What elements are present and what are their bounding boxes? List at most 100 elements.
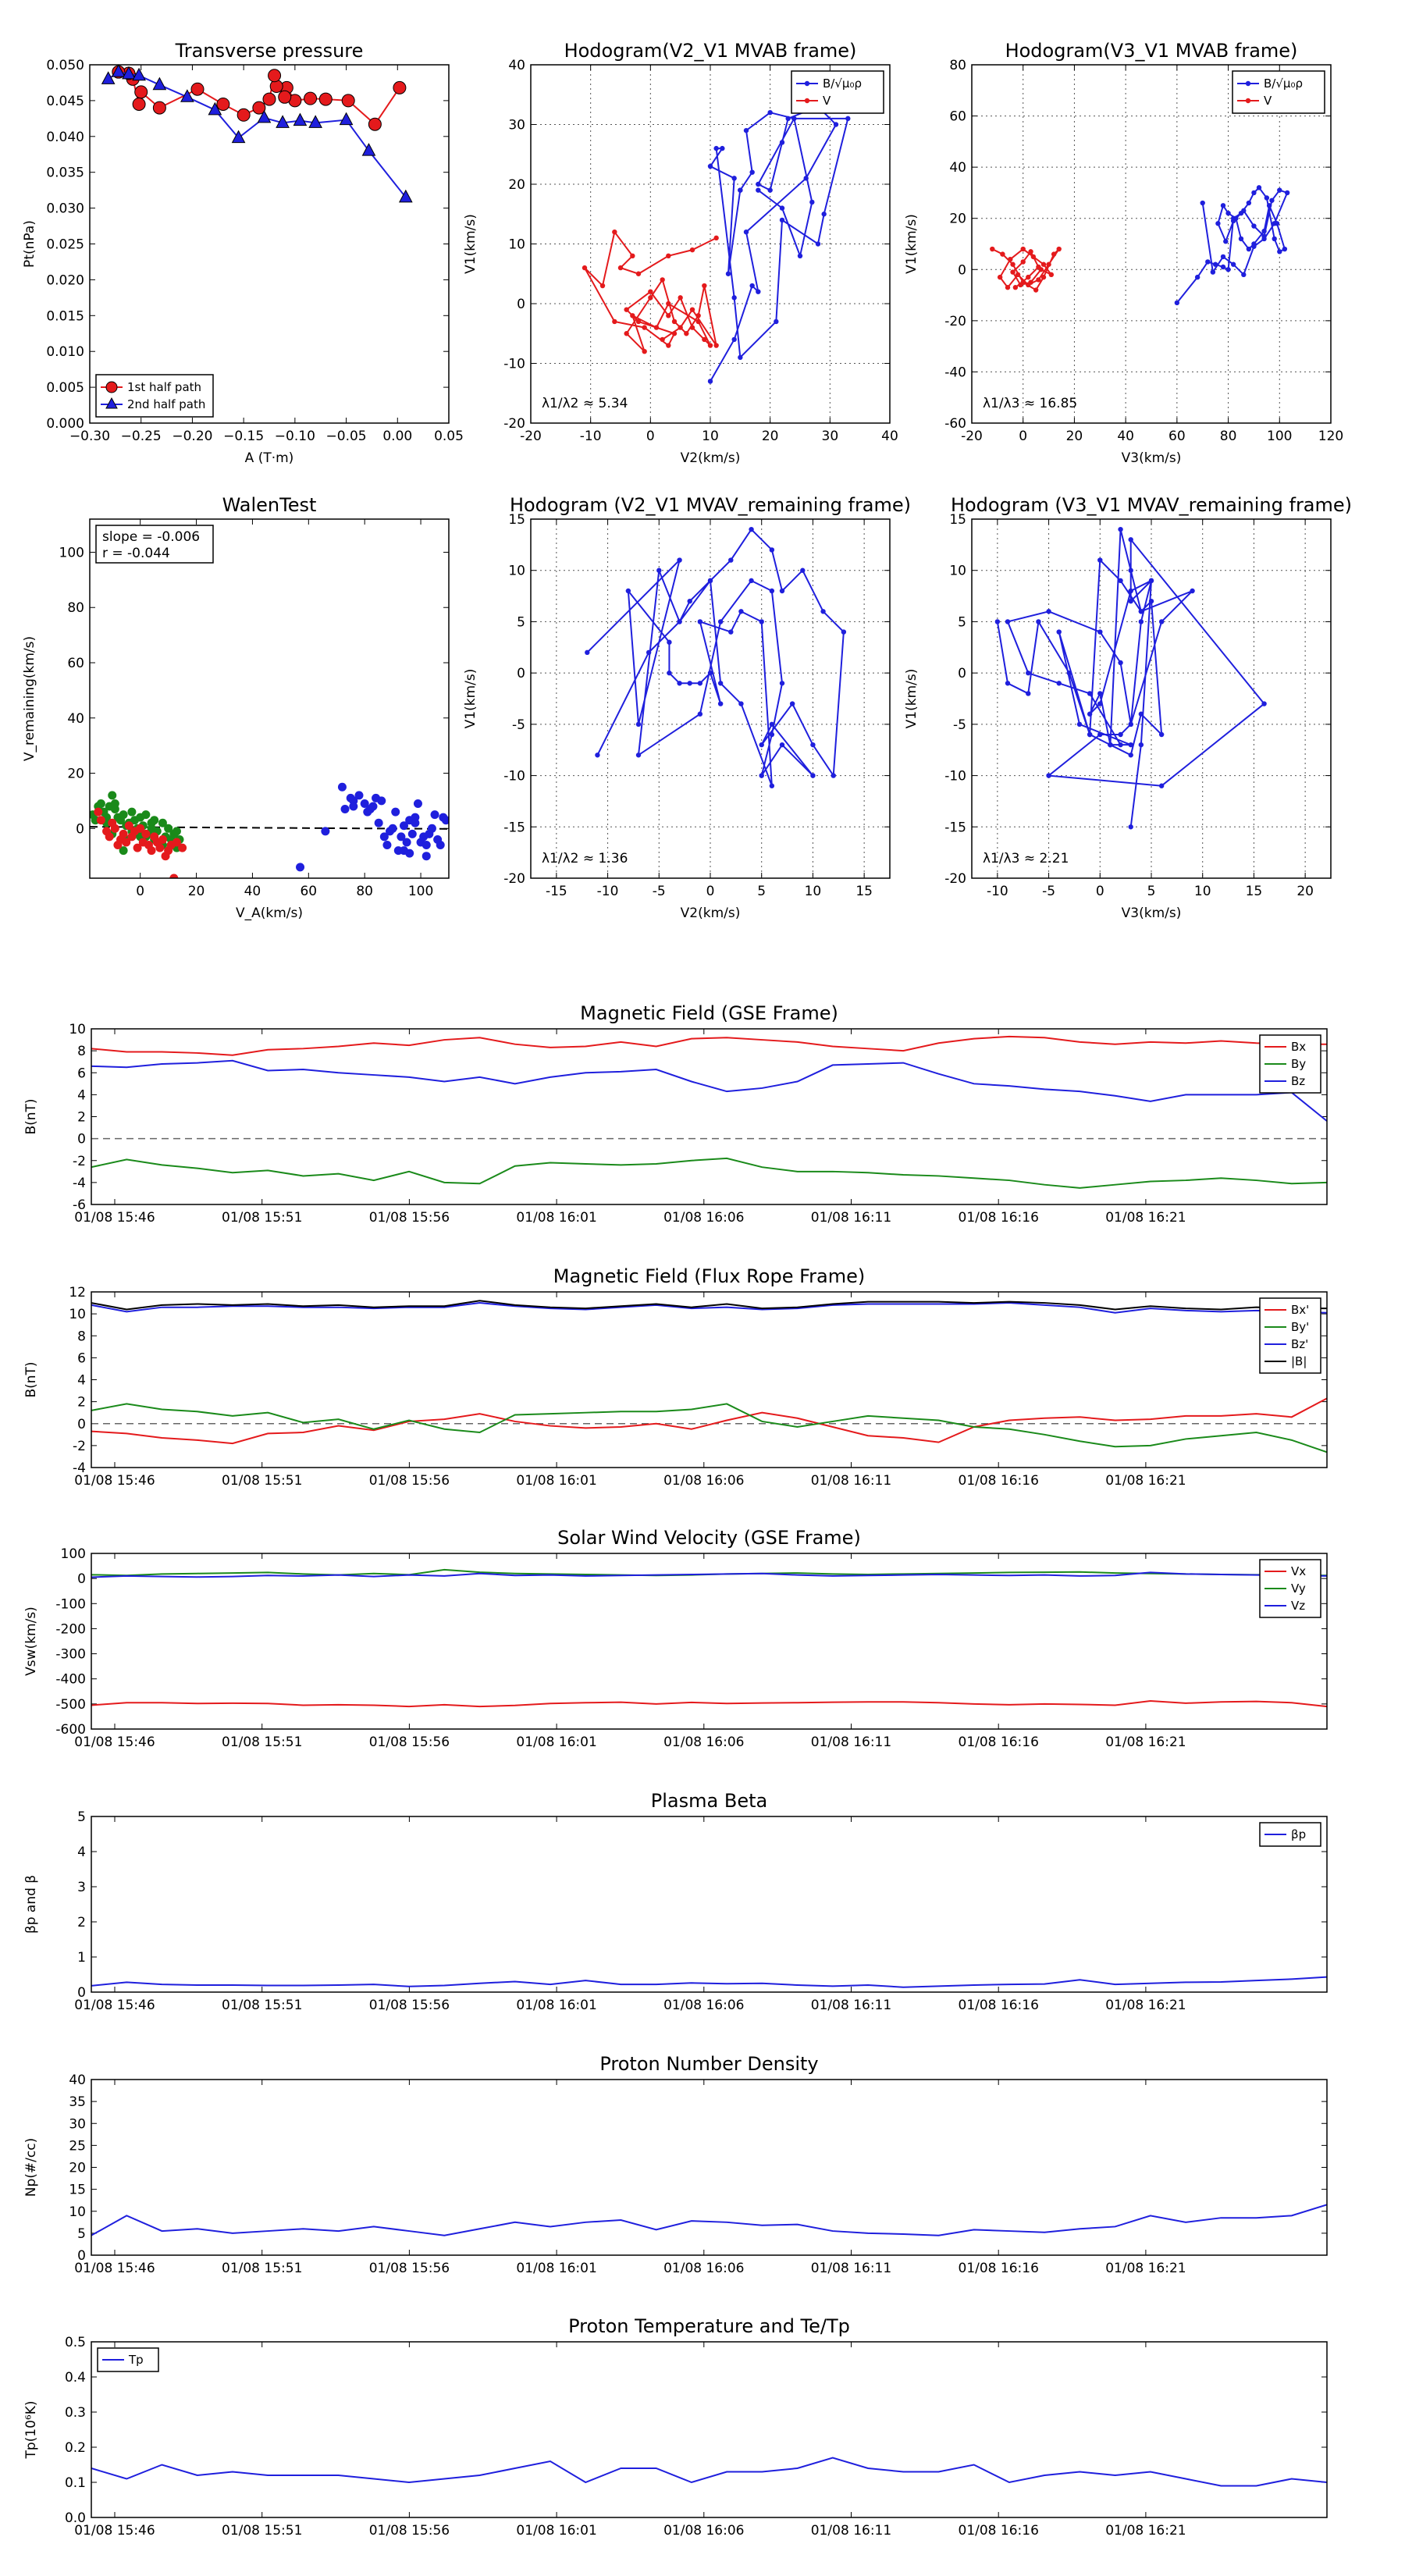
data-point <box>671 331 678 336</box>
data-point <box>821 212 827 217</box>
data-point <box>1048 272 1055 278</box>
data-point <box>1138 711 1144 717</box>
legend-label: Vy <box>1291 1582 1306 1596</box>
time-tick-label: 01/08 16:16 <box>959 2523 1039 2539</box>
data-point <box>845 116 851 122</box>
data-point <box>779 140 785 145</box>
time-tick-label: 01/08 15:46 <box>74 2523 155 2539</box>
data-point <box>697 681 703 686</box>
y-tick-label: -20 <box>503 416 525 432</box>
legend-marker <box>105 381 118 393</box>
time-tick-label: 01/08 16:01 <box>516 1210 596 1226</box>
legend-marker <box>1245 80 1251 87</box>
np-chart: Proton Number Density Np(#/cc) 0 5 10 15 20 25 3… <box>23 2053 1328 2276</box>
data-point <box>400 846 408 856</box>
legend-marker <box>105 397 118 409</box>
data-point <box>820 609 826 614</box>
y-tick-label: -2 <box>73 1154 86 1169</box>
data-point <box>684 331 689 336</box>
y-tick-label: 3 <box>77 1880 86 1895</box>
data-point <box>377 796 386 806</box>
data-point <box>1210 269 1216 275</box>
data-point <box>717 619 724 624</box>
data-point <box>1251 223 1257 229</box>
y-tick-label: 5 <box>77 1809 86 1825</box>
y-tick-label: 2 <box>77 1395 86 1411</box>
plot-frame <box>530 518 891 879</box>
chart-title: Plasma Beta <box>651 1790 767 1812</box>
y-tick-label: 0.000 <box>46 416 84 432</box>
mag_gse-chart: Magnetic Field (GSE Frame) B(nT) -6 -4 -2 0 2 4… <box>23 1002 1328 1226</box>
data-point <box>707 343 713 348</box>
x-tick-label: −0.25 <box>121 429 162 444</box>
data-point <box>599 283 606 289</box>
y-tick-label: 1 <box>77 1950 86 1966</box>
y-tick-label: 0 <box>76 821 84 837</box>
x-tick-label: 15 <box>1246 884 1263 899</box>
data-point <box>1246 246 1252 252</box>
ratio-annotation: λ1/λ2 ≈ 5.34 <box>542 396 628 411</box>
y-tick-label: 80 <box>949 58 966 73</box>
y-tick-label: 0.0 <box>65 2510 86 2526</box>
data-point <box>702 283 707 289</box>
data-point <box>141 810 151 820</box>
data-point <box>1148 598 1154 604</box>
data-point <box>1010 262 1016 267</box>
data-point <box>1284 190 1290 196</box>
data-point <box>756 181 761 187</box>
data-point <box>1118 578 1123 584</box>
data-point <box>1282 246 1288 252</box>
time-tick-label: 01/08 15:51 <box>222 1473 302 1489</box>
data-point <box>831 773 836 778</box>
y-tick-label: 0.050 <box>46 58 84 73</box>
x-axis-label: V3(km/s) <box>1122 450 1182 466</box>
y-tick-label: -600 <box>55 1722 86 1738</box>
x-tick-label: -20 <box>520 429 542 444</box>
data-point <box>689 247 695 253</box>
data-point <box>1020 259 1026 265</box>
data-point <box>1036 264 1041 270</box>
y-tick-label: 0 <box>958 262 966 278</box>
y-tick-label: -20 <box>944 314 966 329</box>
data-point <box>158 818 167 827</box>
data-point <box>646 649 652 656</box>
y-tick-label: 0 <box>517 297 525 312</box>
time-tick-label: 01/08 16:01 <box>516 2523 596 2539</box>
y-tick-label: 12 <box>69 1285 86 1300</box>
data-point <box>119 846 128 856</box>
data-point <box>1118 731 1123 738</box>
data-point <box>341 94 355 108</box>
data-point <box>769 547 775 553</box>
data-point <box>810 773 816 778</box>
data-point <box>635 721 642 728</box>
time-tick-label: 01/08 16:11 <box>811 1998 891 2013</box>
time-tick-label: 01/08 16:06 <box>663 1473 744 1489</box>
data-point <box>697 711 703 717</box>
data-point <box>656 568 662 573</box>
data-point <box>1015 272 1021 278</box>
data-point <box>1241 272 1247 278</box>
time-tick-label: 01/08 15:51 <box>222 1735 302 1750</box>
data-point <box>1018 282 1023 288</box>
data-point <box>391 807 400 817</box>
data-point <box>411 818 420 827</box>
y-axis-label: Np(#/cc) <box>23 2138 39 2197</box>
data-point <box>728 557 734 563</box>
stats-line: slope = -0.006 <box>102 529 200 545</box>
data-point <box>1020 246 1026 252</box>
data-point <box>689 307 695 312</box>
data-point <box>671 318 678 325</box>
x-tick-label: -10 <box>597 884 619 899</box>
x-tick-label: 100 <box>408 884 433 899</box>
data-point <box>1097 629 1103 635</box>
series-line-0 <box>91 2457 1327 2487</box>
data-point <box>132 97 146 111</box>
data-point <box>231 130 246 144</box>
y-tick-label: -15 <box>503 820 525 835</box>
data-point <box>436 841 445 850</box>
time-tick-label: 01/08 16:06 <box>663 2261 744 2276</box>
y-tick-label: 10 <box>508 564 525 579</box>
time-tick-label: 01/08 16:01 <box>516 1473 596 1489</box>
data-point <box>707 578 713 584</box>
